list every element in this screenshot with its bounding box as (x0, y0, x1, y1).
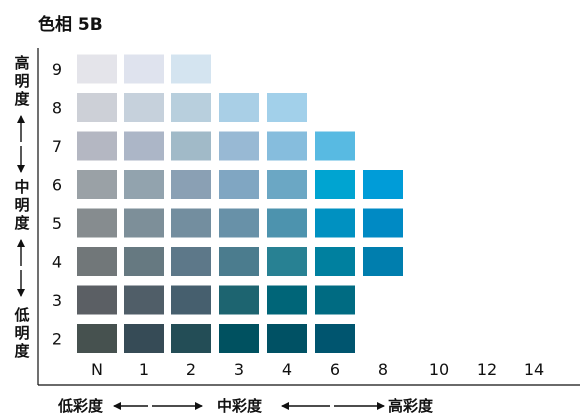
low-chroma-label: 低彩度 (57, 397, 104, 414)
high-value-label: 高 明 度 (14, 54, 30, 108)
mid-chroma-label: 中彩度 (217, 397, 263, 414)
color-cell-v8-c1 (124, 93, 164, 122)
value-tick-labels: 9 8 7 6 5 4 3 2 (52, 60, 62, 349)
color-cell-v6-cN (77, 170, 117, 199)
color-cell-v3-c2 (171, 285, 211, 315)
color-cell-v5-c8 (363, 208, 403, 238)
mid-value-char-3: 度 (14, 214, 30, 232)
chroma-tick-1: 1 (139, 360, 149, 379)
color-cell-v6-c4 (267, 170, 307, 199)
high-chroma-label: 高彩度 (388, 397, 434, 414)
value-tick-4: 4 (52, 253, 62, 272)
chroma-tick-4: 4 (282, 360, 292, 379)
color-cell-v7-c4 (267, 131, 307, 161)
low-value-char-2: 明 (14, 324, 29, 342)
color-cell-v3-c4 (267, 285, 307, 315)
color-cell-v7-c6 (315, 131, 355, 161)
high-value-char-1: 高 (14, 54, 29, 72)
value-tick-9: 9 (52, 60, 62, 79)
color-cell-v5-c3 (219, 208, 259, 238)
color-cell-v9-cN (77, 54, 117, 84)
color-cell-v5-c4 (267, 208, 307, 238)
color-cell-v9-c1 (124, 54, 164, 84)
chart-title: 色相 5B (38, 14, 103, 35)
color-cell-v2-c1 (124, 324, 164, 353)
low-value-char-1: 低 (13, 306, 29, 324)
color-cell-v5-c6 (315, 208, 355, 238)
mid-value-char-1: 中 (14, 178, 29, 196)
color-cell-v5-c1 (124, 208, 164, 238)
mid-value-char-2: 明 (14, 196, 29, 214)
color-cell-v2-c2 (171, 324, 211, 353)
color-cell-v6-c6 (315, 170, 355, 199)
chroma-tick-10: 10 (429, 360, 449, 379)
color-cell-v5-c2 (171, 208, 211, 238)
chroma-tick-6: 6 (330, 360, 340, 379)
color-cell-v2-c4 (267, 324, 307, 353)
color-cell-v6-c2 (171, 170, 211, 199)
color-cell-v8-c2 (171, 93, 211, 122)
color-cell-v8-c3 (219, 93, 259, 122)
value-tick-2: 2 (52, 330, 62, 349)
color-cell-v6-c1 (124, 170, 164, 199)
color-cell-v9-c2 (171, 54, 211, 84)
value-tick-6: 6 (52, 176, 62, 195)
color-cell-v3-c3 (219, 285, 259, 315)
chroma-tick-8: 8 (378, 360, 388, 379)
value-tick-3: 3 (52, 291, 62, 310)
chroma-axis-bottom: 低彩度 中彩度 高彩度 (57, 397, 434, 415)
color-cell-v6-c3 (219, 170, 259, 199)
color-cell-v7-c2 (171, 131, 211, 161)
value-tick-8: 8 (52, 99, 62, 118)
color-cell-v7-c3 (219, 131, 259, 161)
chroma-tick-14: 14 (524, 360, 544, 379)
high-value-char-3: 度 (14, 90, 30, 108)
color-cell-v2-c3 (219, 324, 259, 353)
color-cell-v3-cN (77, 285, 117, 315)
value-tick-5: 5 (52, 214, 62, 233)
chroma-tick-3: 3 (234, 360, 244, 379)
color-cell-v2-c6 (315, 324, 355, 353)
chroma-tick-labels: N 1 2 3 4 6 8 10 12 14 (91, 360, 544, 379)
color-cells (77, 54, 403, 353)
color-cell-v4-c6 (315, 247, 355, 276)
mid-value-label: 中 明 度 (14, 178, 30, 232)
color-cell-v8-c4 (267, 93, 307, 122)
chroma-tick-12: 12 (477, 360, 497, 379)
high-value-char-2: 明 (14, 72, 29, 90)
chroma-tick-2: 2 (186, 360, 196, 379)
color-cell-v7-cN (77, 131, 117, 161)
color-cell-v7-c1 (124, 131, 164, 161)
color-cell-v4-cN (77, 247, 117, 276)
color-cell-v4-c2 (171, 247, 211, 276)
color-cell-v4-c8 (363, 247, 403, 276)
low-value-char-3: 度 (14, 342, 30, 360)
color-cell-v3-c6 (315, 285, 355, 315)
color-cell-v6-c8 (363, 170, 403, 199)
color-cell-v4-c3 (219, 247, 259, 276)
color-cell-v3-c1 (124, 285, 164, 315)
low-value-label: 低 明 度 (13, 306, 30, 360)
value-tick-7: 7 (52, 137, 62, 156)
color-cell-v8-cN (77, 93, 117, 122)
chroma-tick-N: N (91, 360, 103, 379)
color-cell-v2-cN (77, 324, 117, 353)
color-cell-v4-c4 (267, 247, 307, 276)
color-cell-v4-c1 (124, 247, 164, 276)
color-cell-v5-cN (77, 208, 117, 238)
